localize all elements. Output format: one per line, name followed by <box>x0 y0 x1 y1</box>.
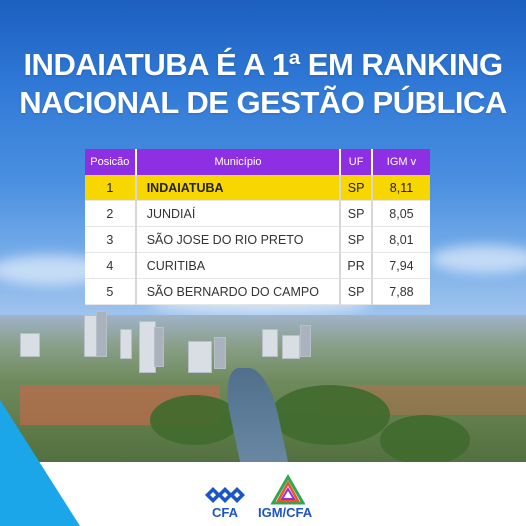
igm-logo-icon <box>270 473 306 506</box>
table-header-row: Posicão Município UF IGM v <box>85 149 430 175</box>
row-igm: 7,94 <box>371 252 430 279</box>
row-position: 1 <box>85 175 137 201</box>
row-uf: SP <box>340 278 373 305</box>
header-uf: UF <box>340 149 373 175</box>
row-municipality: SÃO BERNARDO DO CAMPO <box>135 278 342 305</box>
row-igm: 8,01 <box>371 226 430 253</box>
row-uf: SP <box>340 200 373 227</box>
row-position: 2 <box>85 200 137 227</box>
header-municipality: Município <box>135 149 342 175</box>
row-igm: 8,11 <box>371 175 430 201</box>
row-municipality: INDAIATUBA <box>135 175 342 201</box>
header-position: Posicão <box>85 149 137 175</box>
headline: INDAIATUBA É A 1ª EM RANKING NACIONAL DE… <box>0 46 526 122</box>
row-municipality: SÃO JOSE DO RIO PRETO <box>135 226 342 253</box>
row-position: 4 <box>85 252 137 279</box>
table-row: 1 INDAIATUBA SP 8,11 <box>85 175 430 201</box>
row-position: 3 <box>85 226 137 253</box>
row-igm: 8,05 <box>371 200 430 227</box>
row-uf: SP <box>340 226 373 253</box>
footer <box>0 462 526 526</box>
table-row: 4 CURITIBA PR 7,94 <box>85 252 430 279</box>
row-igm: 7,88 <box>371 278 430 305</box>
table-row: 2 JUNDIAÍ SP 8,05 <box>85 200 430 227</box>
row-uf: PR <box>340 252 373 279</box>
table-row: 5 SÃO BERNARDO DO CAMPO SP 7,88 <box>85 278 430 305</box>
cfa-logo-text: CFA <box>212 505 238 520</box>
headline-line-2: NACIONAL DE GESTÃO PÚBLICA <box>19 85 507 120</box>
corner-accent <box>0 400 80 526</box>
ranking-table: Posicão Município UF IGM v 1 INDAIATUBA … <box>85 149 430 305</box>
header-igm: IGM v <box>371 149 430 175</box>
table-row: 3 SÃO JOSE DO RIO PRETO SP 8,01 <box>85 226 430 253</box>
igm-logo-text: IGM/CFA <box>258 505 313 520</box>
headline-line-1: INDAIATUBA É A 1ª EM RANKING <box>23 47 503 82</box>
row-position: 5 <box>85 278 137 305</box>
row-municipality: CURITIBA <box>135 252 342 279</box>
cfa-logo-icon <box>201 484 249 518</box>
row-municipality: JUNDIAÍ <box>135 200 342 227</box>
row-uf: SP <box>340 175 373 201</box>
